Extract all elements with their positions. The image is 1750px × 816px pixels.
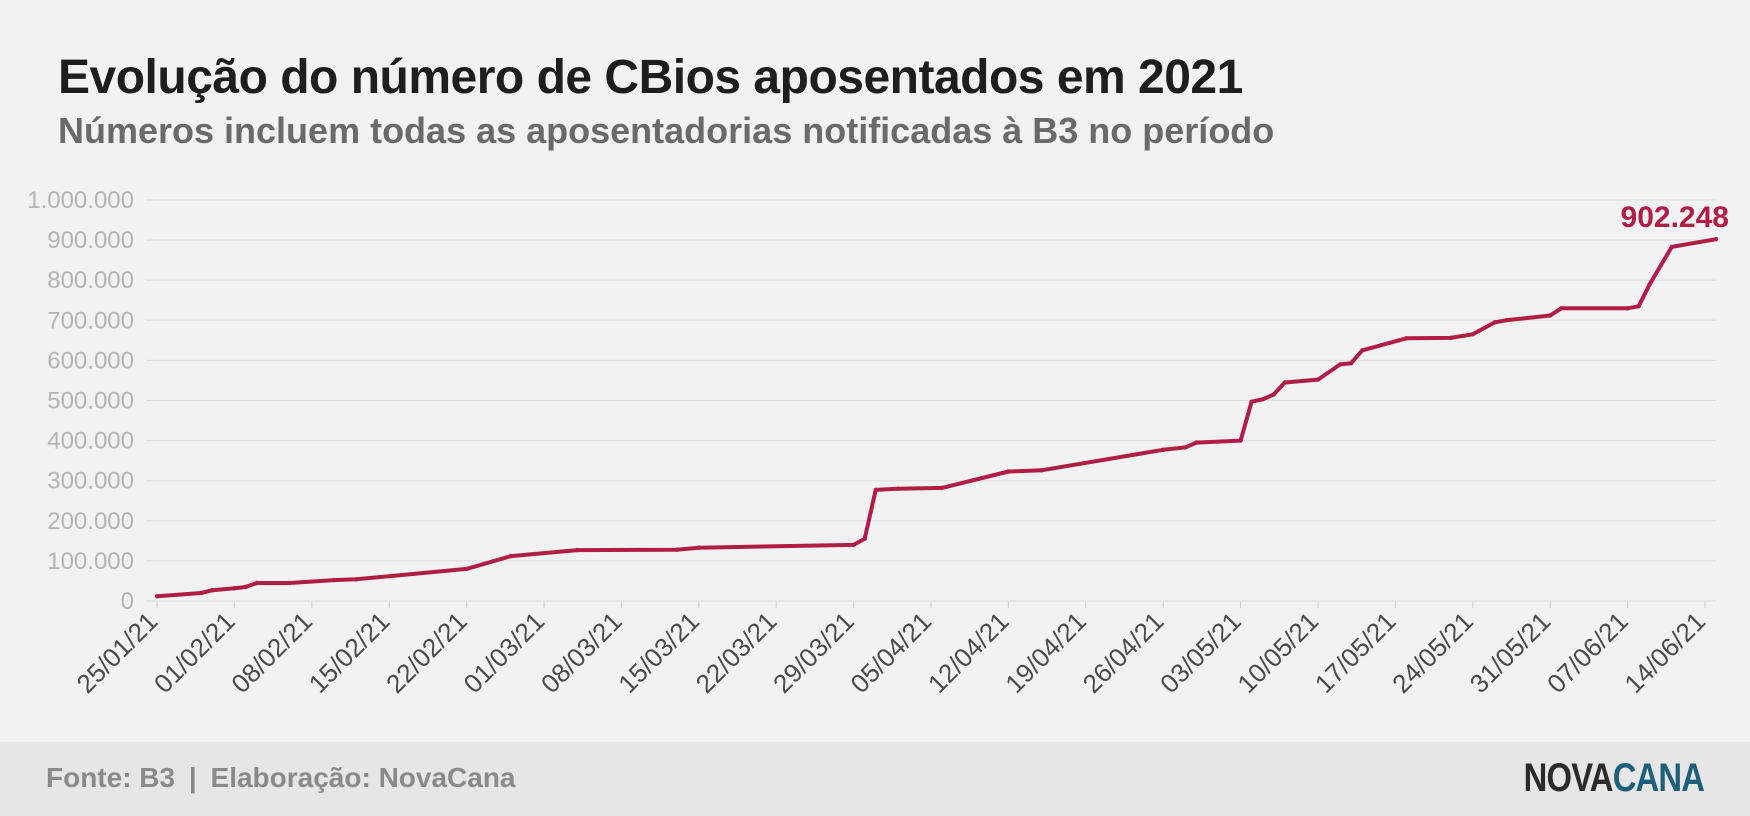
data-point bbox=[1161, 447, 1166, 452]
data-point bbox=[1360, 348, 1365, 353]
y-tick-label: 200.000 bbox=[47, 508, 134, 535]
x-tick-label: 12/04/21 bbox=[922, 606, 1015, 699]
source-separator: | bbox=[188, 762, 197, 793]
y-tick-label: 700.000 bbox=[47, 307, 134, 334]
chart-subtitle: Números incluem todas as aposentadorias … bbox=[58, 110, 1275, 151]
series-layer: 902.248 bbox=[154, 201, 1729, 599]
data-point bbox=[353, 577, 359, 582]
x-tick-label: 08/03/21 bbox=[535, 606, 628, 699]
x-tick-label: 29/03/21 bbox=[767, 606, 860, 699]
data-point bbox=[1669, 244, 1675, 250]
logo-part-nova: NOVA bbox=[1523, 756, 1613, 800]
data-point bbox=[1348, 361, 1354, 366]
credit-label: Elaboração: NovaCana bbox=[210, 762, 516, 793]
x-tick-label: 26/04/21 bbox=[1077, 606, 1170, 699]
data-point bbox=[1647, 282, 1652, 287]
grid-lines bbox=[146, 199, 1716, 602]
data-point bbox=[696, 545, 701, 550]
data-point bbox=[1492, 320, 1498, 325]
y-tick-label: 600.000 bbox=[47, 347, 134, 374]
data-point bbox=[1548, 313, 1553, 318]
data-point bbox=[210, 588, 215, 593]
x-tick-label: 01/02/21 bbox=[148, 606, 241, 699]
data-point bbox=[1260, 397, 1265, 402]
x-tick-label: 01/03/21 bbox=[457, 606, 550, 699]
data-point bbox=[254, 580, 259, 586]
x-tick-label: 14/06/21 bbox=[1618, 606, 1711, 699]
source-label: Fonte: B3 bbox=[46, 762, 176, 793]
data-point bbox=[851, 542, 856, 548]
x-tick-label: 31/05/21 bbox=[1464, 606, 1557, 699]
source-credit: Fonte: B3 | Elaboração: NovaCana bbox=[46, 762, 516, 794]
data-point bbox=[895, 486, 900, 491]
y-tick-label: 0 bbox=[121, 588, 134, 615]
series-line bbox=[155, 237, 1718, 599]
data-point bbox=[287, 580, 292, 586]
data-point bbox=[1713, 237, 1719, 242]
data-point bbox=[1337, 362, 1343, 367]
data-point bbox=[1625, 306, 1630, 311]
data-point bbox=[154, 594, 160, 599]
x-tick-label: 05/04/21 bbox=[844, 606, 937, 699]
data-point bbox=[1238, 438, 1243, 443]
x-tick-label: 22/02/21 bbox=[380, 606, 473, 699]
y-tick-label: 400.000 bbox=[47, 428, 134, 455]
data-point bbox=[199, 590, 204, 596]
y-tick-label: 300.000 bbox=[47, 468, 134, 495]
x-tick-label: 10/05/21 bbox=[1231, 606, 1324, 699]
data-point bbox=[1315, 377, 1321, 382]
data-point bbox=[1559, 306, 1564, 311]
data-point bbox=[575, 547, 580, 553]
data-point bbox=[1183, 445, 1188, 450]
x-tick-label: 15/02/21 bbox=[303, 606, 396, 699]
x-tick-label: 22/03/21 bbox=[690, 606, 783, 699]
x-tick-label: 08/02/21 bbox=[225, 606, 318, 699]
data-point bbox=[1636, 304, 1641, 309]
data-point bbox=[1271, 392, 1276, 397]
footer-bar: Fonte: B3 | Elaboração: NovaCana NOVACAN… bbox=[0, 742, 1750, 816]
y-tick-label: 500.000 bbox=[47, 388, 134, 415]
data-point bbox=[1503, 318, 1509, 323]
data-point bbox=[674, 547, 679, 552]
data-point bbox=[464, 566, 469, 572]
data-point bbox=[939, 485, 945, 491]
x-tick-label: 15/03/21 bbox=[612, 606, 705, 699]
data-point bbox=[232, 586, 237, 591]
x-tick-label: 19/04/21 bbox=[999, 606, 1092, 699]
chart-title: Evolução do número de CBios aposentados … bbox=[58, 51, 1243, 104]
data-point bbox=[873, 487, 878, 493]
x-tick-label: 25/01/21 bbox=[71, 606, 164, 699]
data-point bbox=[243, 584, 248, 590]
line-chart: 0 100.000 200.000 300.000 400.000 500.000 600.… bbox=[27, 187, 1729, 699]
data-point bbox=[862, 536, 867, 541]
novacana-logo: NOVACANA bbox=[1523, 756, 1704, 801]
data-point bbox=[508, 553, 514, 559]
data-point bbox=[1282, 380, 1288, 385]
data-point bbox=[1404, 336, 1409, 341]
data-point bbox=[331, 577, 337, 583]
y-axis-ticks: 0 100.000 200.000 300.000 400.000 500.000 600.… bbox=[27, 187, 134, 615]
y-tick-label: 900.000 bbox=[47, 227, 134, 254]
data-point bbox=[1039, 468, 1044, 473]
data-point bbox=[1249, 399, 1254, 404]
data-point bbox=[1006, 469, 1011, 474]
y-tick-label: 100.000 bbox=[47, 548, 134, 575]
data-point bbox=[1194, 440, 1199, 445]
x-axis-ticks: 25/01/2101/02/2108/02/2115/02/2122/02/21… bbox=[71, 601, 1711, 699]
x-tick-label: 17/05/21 bbox=[1309, 606, 1402, 699]
end-value-label: 902.248 bbox=[1621, 201, 1729, 234]
x-tick-label: 24/05/21 bbox=[1386, 606, 1479, 699]
y-tick-label: 1.000.000 bbox=[27, 187, 134, 214]
y-tick-label: 800.000 bbox=[47, 267, 134, 294]
x-tick-label: 07/06/21 bbox=[1541, 606, 1634, 699]
data-point bbox=[1448, 335, 1453, 341]
logo-part-cana: CANA bbox=[1612, 756, 1705, 800]
data-point bbox=[1470, 332, 1476, 337]
x-tick-label: 03/05/21 bbox=[1154, 606, 1247, 699]
